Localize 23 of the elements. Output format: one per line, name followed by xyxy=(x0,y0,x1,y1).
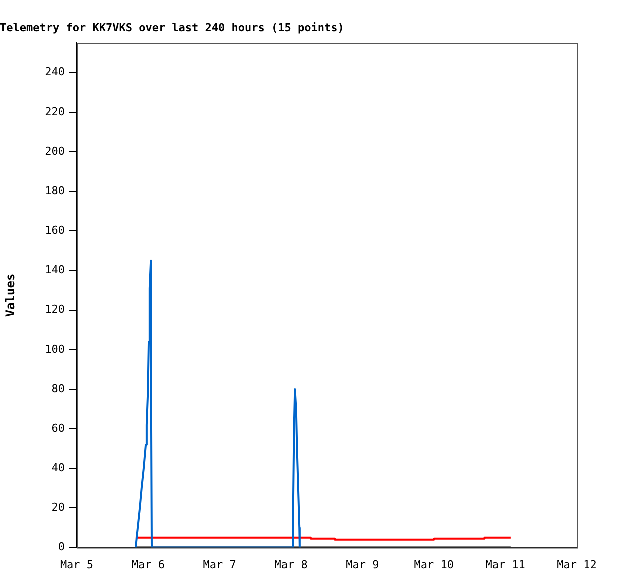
y-tick-label: 180 xyxy=(45,184,65,198)
y-tick-label: 140 xyxy=(45,264,65,277)
x-tick-label: Mar 7 xyxy=(203,558,236,572)
y-tick-label: 160 xyxy=(45,224,65,238)
x-tick-label: Mar 10 xyxy=(414,558,454,572)
y-tick-label: 220 xyxy=(45,105,65,118)
y-tick-label: 120 xyxy=(45,303,65,316)
y-tick-label: 0 xyxy=(58,540,65,554)
y-tick-label: 80 xyxy=(52,382,65,396)
y-tick-label: 20 xyxy=(52,501,65,514)
y-tick-label: 60 xyxy=(52,422,65,435)
y-tick-label: 200 xyxy=(45,144,65,158)
chart-title: Telemetry for KK7VKS over last 240 hours (15 points) xyxy=(0,21,344,34)
y-tick-label: 100 xyxy=(45,342,65,356)
y-tick-label: 240 xyxy=(45,66,65,79)
y-tick-label: 40 xyxy=(52,462,65,475)
x-tick-label: Mar 5 xyxy=(60,558,94,572)
y-axis-title: Values xyxy=(3,274,18,318)
x-tick-label: Mar 8 xyxy=(274,558,308,572)
x-tick-label: Mar 9 xyxy=(346,558,380,572)
x-tick-label: Mar 12 xyxy=(557,558,597,572)
x-tick-label: Mar 6 xyxy=(132,558,165,572)
x-tick-label: Mar 11 xyxy=(486,558,526,572)
